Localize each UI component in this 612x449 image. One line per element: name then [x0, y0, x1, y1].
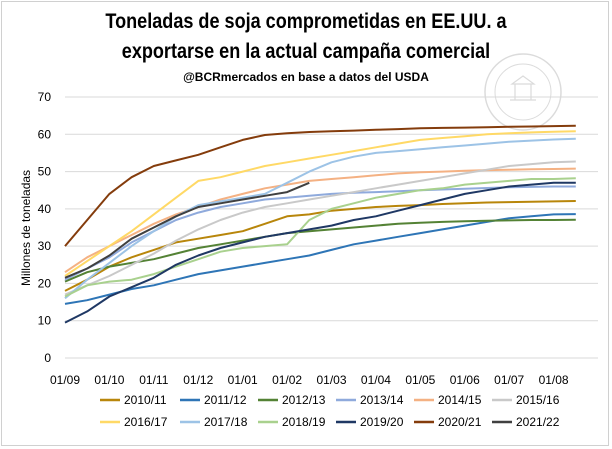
y-axis-label: Millones de toneladas [19, 170, 33, 286]
legend-label: 2011/12 [204, 393, 247, 407]
legend-item: 2016/17 [100, 415, 168, 429]
y-tick-label: 40 [38, 202, 52, 216]
x-tick-label: 01/10 [94, 373, 124, 387]
legend: 2010/11 2011/12 2012/13 2013/14 2014/15 2015/… [100, 393, 560, 429]
y-tick-label: 60 [38, 127, 52, 141]
x-tick-label: 01/04 [361, 373, 391, 387]
legend-item: 2010/11 [100, 393, 167, 407]
legend-label: 2012/13 [282, 393, 326, 407]
legend-item: 2020/21 [414, 415, 482, 429]
x-tick-label: 01/07 [494, 373, 524, 387]
legend-item: 2012/13 [258, 393, 326, 407]
legend-item: 2014/15 [414, 393, 482, 407]
x-tick-label: 01/09 [50, 373, 80, 387]
legend-item: 2013/14 [336, 393, 404, 407]
x-tick-label: 01/08 [539, 373, 569, 387]
y-gridlines [65, 96, 598, 359]
legend-label: 2021/22 [516, 415, 560, 429]
legend-label: 2013/14 [360, 393, 404, 407]
y-tick-label: 70 [38, 90, 52, 104]
chart-subtitle: @BCRmercados en base a datos del USDA [183, 70, 429, 84]
legend-label: 2020/21 [438, 415, 482, 429]
legend-item: 2019/20 [336, 415, 404, 429]
legend-item: 2011/12 [180, 393, 247, 407]
legend-label: 2010/11 [124, 393, 167, 407]
series-line-2018-19 [64, 177, 576, 298]
legend-item: 2015/16 [492, 393, 560, 407]
x-tick-label: 01/01 [228, 373, 258, 387]
bcr-seal-watermark [484, 53, 562, 131]
x-tick-label: 01/11 [139, 373, 168, 387]
series-lines [64, 124, 576, 324]
y-tick-label: 30 [38, 239, 52, 253]
legend-item: 2021/22 [492, 415, 560, 429]
series-line-2020-21 [64, 124, 576, 247]
chart-title-line2: exportarse en la actual campaña comercia… [121, 40, 491, 63]
series-line-2021-22 [64, 181, 310, 279]
legend-label: 2017/18 [204, 415, 248, 429]
x-tick-label: 01/05 [405, 373, 435, 387]
chart-title-line1: Toneladas de soja comprometidas en EE.UU… [105, 10, 507, 33]
x-tick-label: 01/03 [316, 373, 346, 387]
x-tick-label: 01/06 [450, 373, 480, 387]
y-tick-label: 20 [38, 276, 52, 290]
x-tick-label: 01/12 [183, 373, 213, 387]
series-line-2015-16 [64, 160, 576, 296]
y-tick-label: 0 [44, 351, 51, 365]
y-axis-ticks: 0 10 20 30 40 50 60 70 [38, 90, 52, 365]
legend-item: 2017/18 [180, 415, 248, 429]
legend-label: 2015/16 [516, 393, 560, 407]
series-line-2012-13 [64, 218, 576, 283]
legend-label: 2019/20 [360, 415, 404, 429]
x-axis-ticks: 01/09 01/10 01/11 01/12 01/01 01/02 01/03 01/04… [50, 373, 569, 387]
legend-label: 2016/17 [124, 415, 168, 429]
legend-item: 2018/19 [258, 415, 326, 429]
x-tick-label: 01/02 [272, 373, 302, 387]
series-line-2017-18 [64, 137, 576, 300]
y-tick-label: 10 [38, 314, 52, 328]
series-line-2016-17 [64, 130, 576, 277]
legend-label: 2014/15 [438, 393, 482, 407]
y-tick-label: 50 [38, 165, 52, 179]
series-line-2019-20 [64, 181, 576, 324]
legend-label: 2018/19 [282, 415, 326, 429]
series-line-2010-11 [64, 200, 576, 292]
